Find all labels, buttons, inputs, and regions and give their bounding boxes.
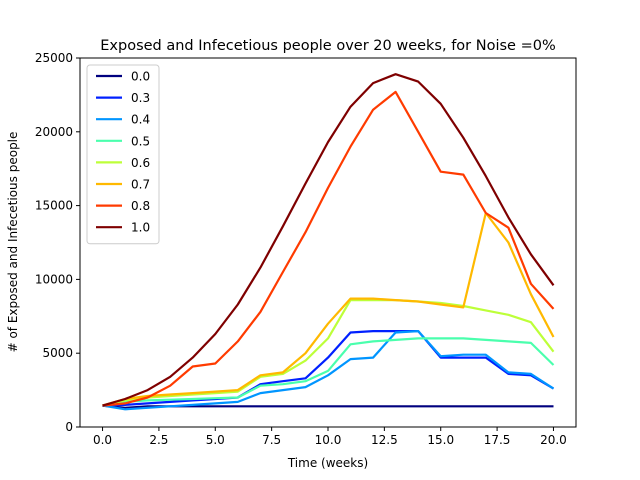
x-tick-label: 2.5 bbox=[149, 433, 168, 447]
series-layer bbox=[102, 73, 555, 411]
legend-label: 0.4 bbox=[131, 113, 150, 127]
y-tick-label: 10000 bbox=[35, 272, 73, 286]
chart-title: Exposed and Infecetious people over 20 w… bbox=[100, 38, 555, 54]
y-tick-label: 15000 bbox=[35, 199, 73, 213]
y-axis-label: # of Exposed and Infecetious people bbox=[6, 132, 20, 353]
y-tick-label: 20000 bbox=[35, 125, 73, 139]
series-line-0-6 bbox=[102, 299, 555, 407]
legend: 0.0 0.3 0.4 0.5 0.6 0.7 0.8 1.0 bbox=[86, 64, 160, 245]
x-tick-label: 20.0 bbox=[540, 433, 567, 447]
legend-label: 0.7 bbox=[131, 178, 150, 192]
series-line-0-5 bbox=[102, 337, 555, 407]
series-line-0-4 bbox=[102, 330, 555, 411]
x-tick-label: 12.5 bbox=[371, 433, 398, 447]
x-axis: 0.0 2.5 5.0 7.5 10.0 12.5 15.0 17.5 20.0 bbox=[93, 427, 567, 447]
legend-label: 0.6 bbox=[131, 156, 150, 170]
series-line-1-0 bbox=[102, 73, 555, 407]
series-line-0-8 bbox=[102, 90, 555, 407]
series-line-0-3 bbox=[102, 330, 555, 407]
y-tick-label: 5000 bbox=[42, 346, 73, 360]
x-tick-label: 7.5 bbox=[262, 433, 281, 447]
y-axis: 0 5000 10000 15000 20000 25000 bbox=[35, 51, 80, 434]
legend-label: 0.3 bbox=[131, 91, 150, 105]
legend-label: 0.8 bbox=[131, 199, 150, 213]
legend-label: 1.0 bbox=[131, 221, 150, 235]
legend-box bbox=[86, 64, 160, 245]
legend-label: 0.5 bbox=[131, 134, 150, 148]
legend-label: 0.0 bbox=[131, 70, 150, 84]
x-tick-label: 17.5 bbox=[484, 433, 511, 447]
x-tick-label: 0.0 bbox=[93, 433, 112, 447]
y-tick-label: 0 bbox=[65, 420, 73, 434]
x-tick-label: 10.0 bbox=[315, 433, 342, 447]
x-tick-label: 5.0 bbox=[206, 433, 225, 447]
x-tick-label: 15.0 bbox=[427, 433, 454, 447]
series-line-0-7 bbox=[102, 211, 555, 407]
y-tick-label: 25000 bbox=[35, 51, 73, 65]
x-axis-label: Time (weeks) bbox=[287, 456, 368, 470]
